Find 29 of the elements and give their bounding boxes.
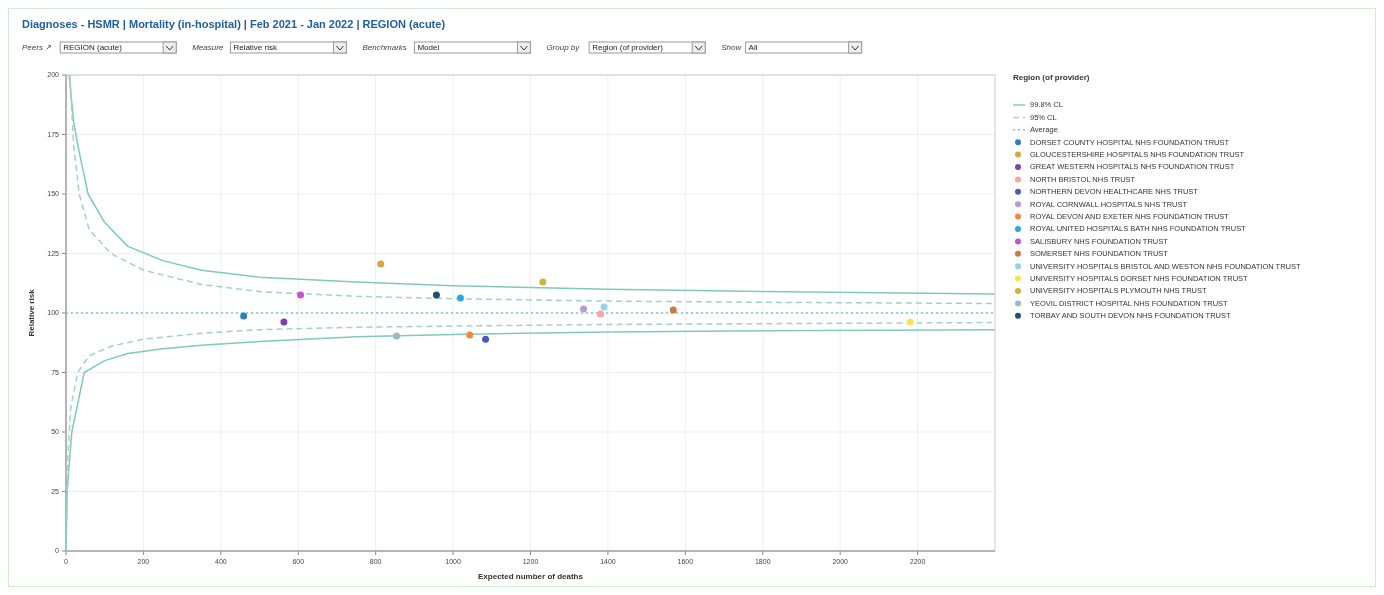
- point: [240, 312, 248, 320]
- dropdown-field: Relative risk: [229, 41, 347, 54]
- dropdown-field: All: [745, 41, 863, 54]
- point: [600, 303, 608, 311]
- text: Measure: [192, 43, 224, 52]
- point: [539, 278, 547, 286]
- point: [906, 318, 914, 326]
- point: [297, 291, 305, 299]
- point: [456, 294, 464, 302]
- point: [669, 306, 677, 314]
- dropdown-field: Region (of provider): [588, 41, 706, 54]
- text: Benchmarks: [362, 43, 407, 52]
- point: [377, 260, 385, 268]
- chart-title: Diagnoses - HSMR | Mortality (in-hospital) | Feb 2021 - Jan 2022 | REGION (acute): [22, 18, 446, 30]
- y-axis-title: Relative risk: [27, 288, 36, 337]
- text: Peers ↗: [22, 43, 52, 52]
- text: Group by: [546, 43, 581, 52]
- dropdown-field: REGION (acute): [59, 41, 177, 54]
- point: [432, 291, 440, 299]
- point: [597, 310, 605, 318]
- x-axis-title: Expected number of deaths: [478, 572, 584, 581]
- point: [280, 318, 288, 326]
- point: [580, 305, 588, 313]
- point: [393, 332, 401, 340]
- point: [466, 331, 474, 339]
- legend-title: Region (of provider): [1013, 73, 1090, 82]
- text: Show: [721, 43, 743, 52]
- point: [482, 335, 490, 343]
- dropdown-field: Model: [413, 41, 531, 54]
